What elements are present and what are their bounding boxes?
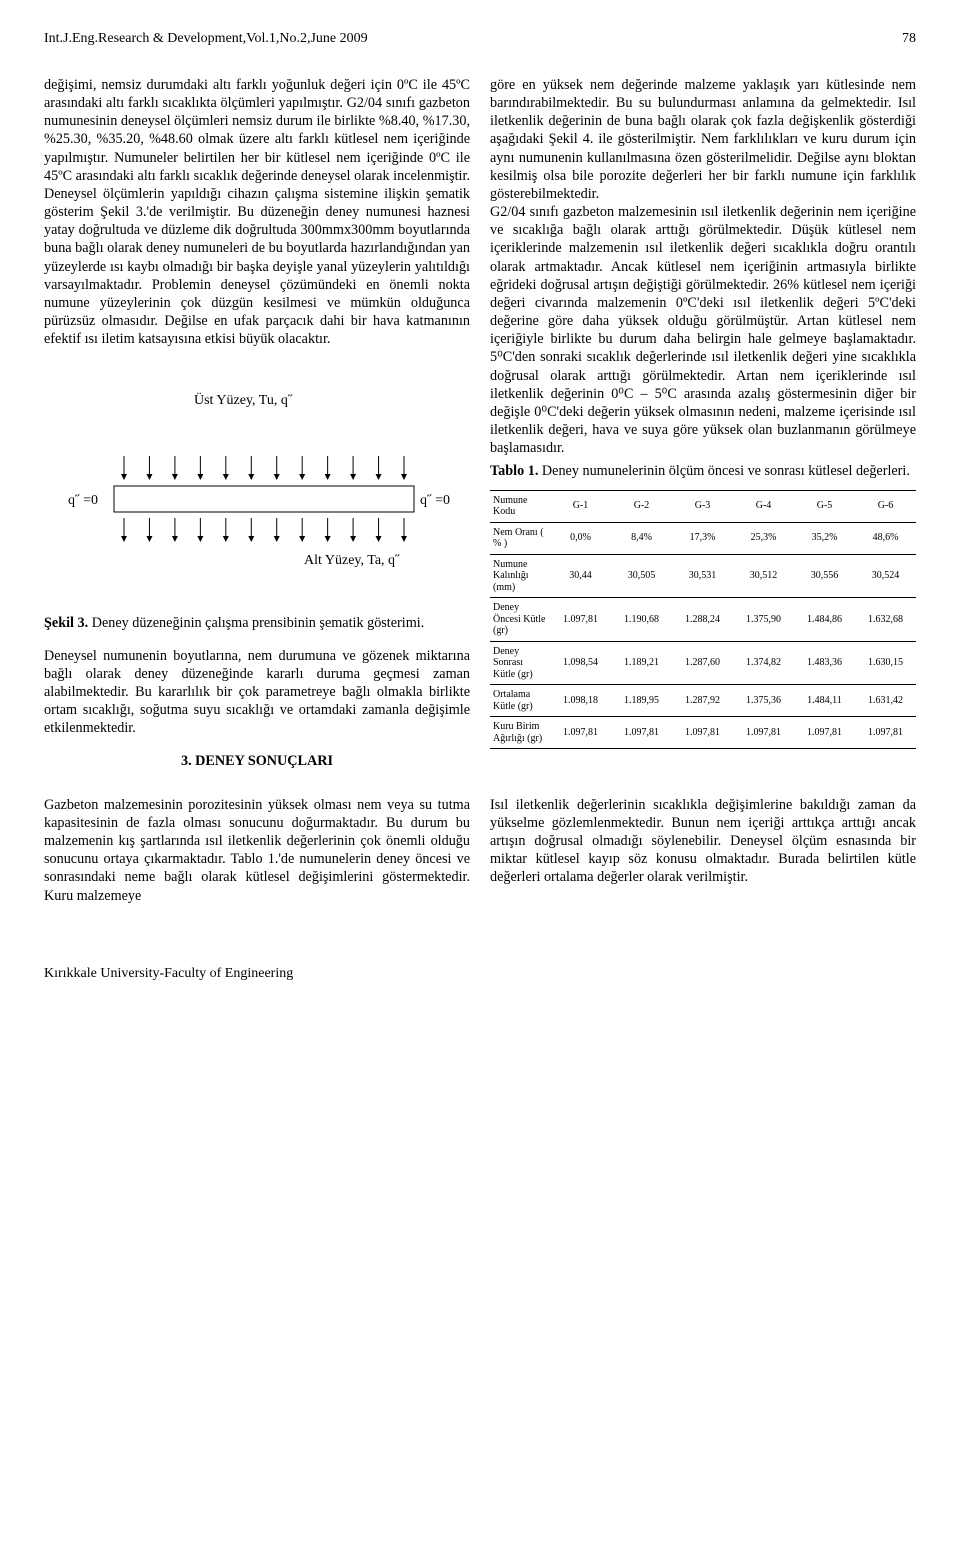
table-cell: 30,505 — [611, 554, 672, 598]
table-cell: 1.097,81 — [550, 598, 611, 642]
table-1: Numune KoduG-1G-2G-3G-4G-5G-6 Nem Oranı … — [490, 490, 916, 750]
table-cell: 8,4% — [611, 522, 672, 554]
table-header-col: G-3 — [672, 490, 733, 522]
table-row: Numune Kalınlığı (mm)30,4430,50530,53130… — [490, 554, 916, 598]
svg-text:Üst Yüzey, Tu, q˝: Üst Yüzey, Tu, q˝ — [194, 391, 293, 408]
table-cell: 30,524 — [855, 554, 916, 598]
table-row-label: Deney Öncesi Kütle (gr) — [490, 598, 550, 642]
left-column: değişimi, nemsiz durumdaki altı farklı y… — [44, 76, 470, 778]
table-cell: 1.632,68 — [855, 598, 916, 642]
table-cell: 48,6% — [855, 522, 916, 554]
svg-text:q˝ =0: q˝ =0 — [68, 493, 98, 508]
figure-3-caption-text: Deney düzeneğinin çalışma prensibinin şe… — [88, 615, 424, 631]
table-cell: 1.375,90 — [733, 598, 794, 642]
table-header-col: G-5 — [794, 490, 855, 522]
figure-3-caption: Şekil 3. Deney düzeneğinin çalışma prens… — [44, 614, 470, 632]
table-cell: 1.190,68 — [611, 598, 672, 642]
lower-right-column: Isıl iletkenlik değerlerinin sıcaklıkla … — [490, 796, 916, 905]
table-cell: 35,2% — [794, 522, 855, 554]
table-row: Nem Oranı ( % )0,0%8,4%17,3%25,3%35,2%48… — [490, 522, 916, 554]
table-1-caption-text: Deney numunelerinin ölçüm öncesi ve sonr… — [538, 463, 910, 479]
right-paragraph: göre en yüksek nem değerinde malzeme yak… — [490, 76, 916, 458]
table-row: Ortalama Kütle (gr)1.098,181.189,951.287… — [490, 685, 916, 717]
footer-text: Kırıkkale University-Faculty of Engineer… — [44, 965, 916, 983]
page-number: 78 — [902, 30, 916, 48]
table-cell: 1.374,82 — [733, 641, 794, 685]
table-row: Deney Sonrası Kütle (gr)1.098,541.189,21… — [490, 641, 916, 685]
table-cell: 1.189,95 — [611, 685, 672, 717]
table-cell: 1.098,18 — [550, 685, 611, 717]
table-header-first: Numune Kodu — [490, 490, 550, 522]
table-cell: 1.097,81 — [855, 717, 916, 749]
table-cell: 1.288,24 — [672, 598, 733, 642]
table-1-caption-bold: Tablo 1. — [490, 463, 538, 479]
table-cell: 1.630,15 — [855, 641, 916, 685]
table-row: Kuru Birim Ağırlığı (gr)1.097,811.097,81… — [490, 717, 916, 749]
table-cell: 1.484,86 — [794, 598, 855, 642]
table-row-label: Deney Sonrası Kütle (gr) — [490, 641, 550, 685]
table-header-col: G-4 — [733, 490, 794, 522]
svg-text:q˝ =0: q˝ =0 — [420, 493, 450, 508]
table-cell: 30,556 — [794, 554, 855, 598]
heat-flow-schematic: Üst Yüzey, Tu, q˝ q˝ =0 q˝ =0 Alt Yüzey, Ta… — [44, 376, 464, 596]
lower-columns: Gazbeton malzemesinin porozitesinin yüks… — [44, 796, 916, 905]
left-paragraph: değişimi, nemsiz durumdaki altı farklı y… — [44, 76, 470, 349]
section-3-title: 3. DENEY SONUÇLARI — [44, 752, 470, 770]
table-cell: 30,531 — [672, 554, 733, 598]
table-cell: 1.097,81 — [550, 717, 611, 749]
table-cell: 25,3% — [733, 522, 794, 554]
table-cell: 1.287,60 — [672, 641, 733, 685]
table-row: Deney Öncesi Kütle (gr)1.097,811.190,681… — [490, 598, 916, 642]
lower-left-paragraph: Gazbeton malzemesinin porozitesinin yüks… — [44, 796, 470, 905]
table-cell: 30,44 — [550, 554, 611, 598]
table-row-label: Nem Oranı ( % ) — [490, 522, 550, 554]
table-cell: 1.484,11 — [794, 685, 855, 717]
svg-text:Alt Yüzey, Ta, q˝: Alt Yüzey, Ta, q˝ — [304, 553, 400, 568]
main-columns: değişimi, nemsiz durumdaki altı farklı y… — [44, 76, 916, 778]
figure-3-caption-bold: Şekil 3. — [44, 615, 88, 631]
table-header-col: G-2 — [611, 490, 672, 522]
table-cell: 1.097,81 — [733, 717, 794, 749]
table-row-label: Kuru Birim Ağırlığı (gr) — [490, 717, 550, 749]
table-cell: 1.375,36 — [733, 685, 794, 717]
lower-left-column: Gazbeton malzemesinin porozitesinin yüks… — [44, 796, 470, 905]
lower-right-paragraph: Isıl iletkenlik değerlerinin sıcaklıkla … — [490, 796, 916, 887]
journal-title: Int.J.Eng.Research & Development,Vol.1,N… — [44, 30, 368, 48]
table-cell: 30,512 — [733, 554, 794, 598]
table-cell: 1.631,42 — [855, 685, 916, 717]
table-cell: 1.097,81 — [611, 717, 672, 749]
mid-left-paragraph: Deneysel numunenin boyutlarına, nem duru… — [44, 647, 470, 738]
table-cell: 1.097,81 — [794, 717, 855, 749]
figure-3-diagram: Üst Yüzey, Tu, q˝ q˝ =0 q˝ =0 Alt Yüzey, Ta… — [44, 376, 470, 596]
table-cell: 1.483,36 — [794, 641, 855, 685]
table-row-label: Numune Kalınlığı (mm) — [490, 554, 550, 598]
table-cell: 17,3% — [672, 522, 733, 554]
right-column: göre en yüksek nem değerinde malzeme yak… — [490, 76, 916, 778]
table-cell: 1.098,54 — [550, 641, 611, 685]
table-1-caption: Tablo 1. Deney numunelerinin ölçüm önces… — [490, 462, 916, 480]
table-cell: 1.097,81 — [672, 717, 733, 749]
table-cell: 0,0% — [550, 522, 611, 554]
table-cell: 1.189,21 — [611, 641, 672, 685]
table-header-col: G-1 — [550, 490, 611, 522]
table-cell: 1.287,92 — [672, 685, 733, 717]
table-row-label: Ortalama Kütle (gr) — [490, 685, 550, 717]
table-header-col: G-6 — [855, 490, 916, 522]
